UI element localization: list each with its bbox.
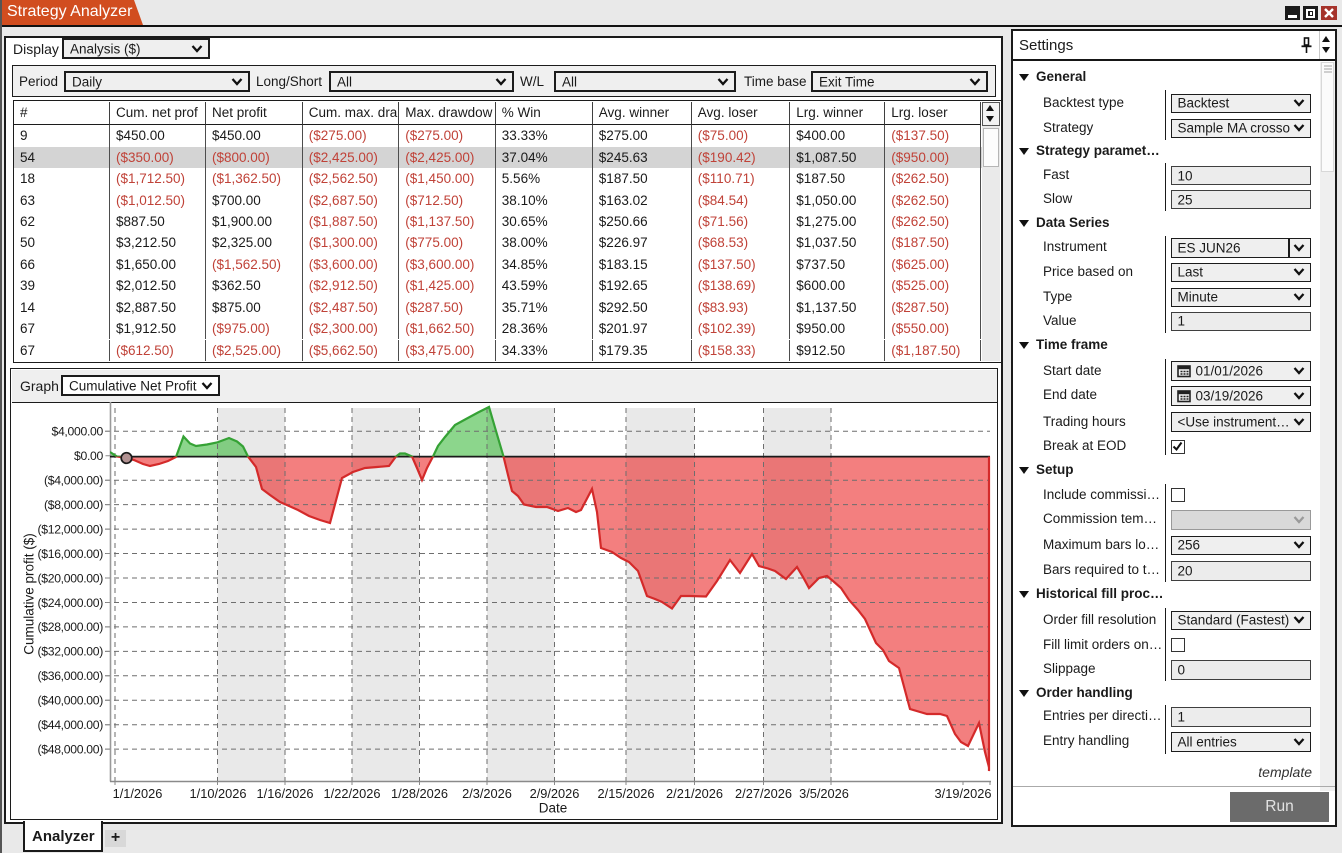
svg-text:1/16/2026: 1/16/2026 bbox=[257, 786, 314, 801]
svg-text:3/19/2026: 3/19/2026 bbox=[935, 786, 992, 801]
svg-text:($4,000.00): ($4,000.00) bbox=[44, 474, 103, 488]
svg-text:2/15/2026: 2/15/2026 bbox=[598, 786, 655, 801]
svg-text:($20,000.00): ($20,000.00) bbox=[37, 571, 103, 585]
svg-text:($32,000.00): ($32,000.00) bbox=[37, 645, 103, 659]
svg-text:($48,000.00): ($48,000.00) bbox=[37, 742, 103, 756]
svg-text:2/9/2026: 2/9/2026 bbox=[530, 786, 580, 801]
svg-text:2/27/2026: 2/27/2026 bbox=[735, 786, 792, 801]
svg-text:1/10/2026: 1/10/2026 bbox=[190, 786, 247, 801]
svg-text:3/5/2026: 3/5/2026 bbox=[799, 786, 849, 801]
svg-text:($40,000.00): ($40,000.00) bbox=[37, 694, 103, 708]
svg-text:($36,000.00): ($36,000.00) bbox=[37, 669, 103, 683]
svg-text:$0.00: $0.00 bbox=[74, 449, 104, 463]
svg-text:Date: Date bbox=[539, 801, 568, 816]
svg-text:($24,000.00): ($24,000.00) bbox=[37, 596, 103, 610]
svg-text:1/1/2026: 1/1/2026 bbox=[113, 786, 163, 801]
svg-text:($16,000.00): ($16,000.00) bbox=[37, 547, 103, 561]
svg-text:($44,000.00): ($44,000.00) bbox=[37, 718, 103, 732]
svg-text:2/21/2026: 2/21/2026 bbox=[666, 786, 723, 801]
svg-text:1/28/2026: 1/28/2026 bbox=[391, 786, 448, 801]
svg-text:($12,000.00): ($12,000.00) bbox=[37, 522, 103, 536]
svg-text:1/22/2026: 1/22/2026 bbox=[324, 786, 381, 801]
svg-text:2/3/2026: 2/3/2026 bbox=[462, 786, 512, 801]
svg-text:($28,000.00): ($28,000.00) bbox=[37, 620, 103, 634]
svg-text:$4,000.00: $4,000.00 bbox=[51, 425, 103, 439]
svg-text:Cumulative profit ($): Cumulative profit ($) bbox=[22, 533, 37, 655]
svg-text:($8,000.00): ($8,000.00) bbox=[44, 498, 103, 512]
